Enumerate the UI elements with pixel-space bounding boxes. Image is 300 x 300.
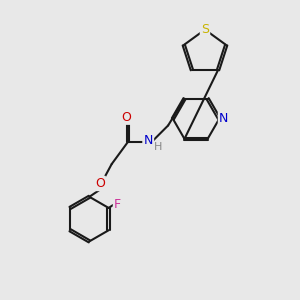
Text: S: S (201, 23, 209, 36)
Text: O: O (122, 111, 131, 124)
Text: O: O (95, 177, 105, 190)
Text: F: F (114, 199, 121, 212)
Text: N: N (143, 134, 153, 147)
Text: H: H (154, 142, 163, 152)
Text: N: N (219, 112, 228, 125)
